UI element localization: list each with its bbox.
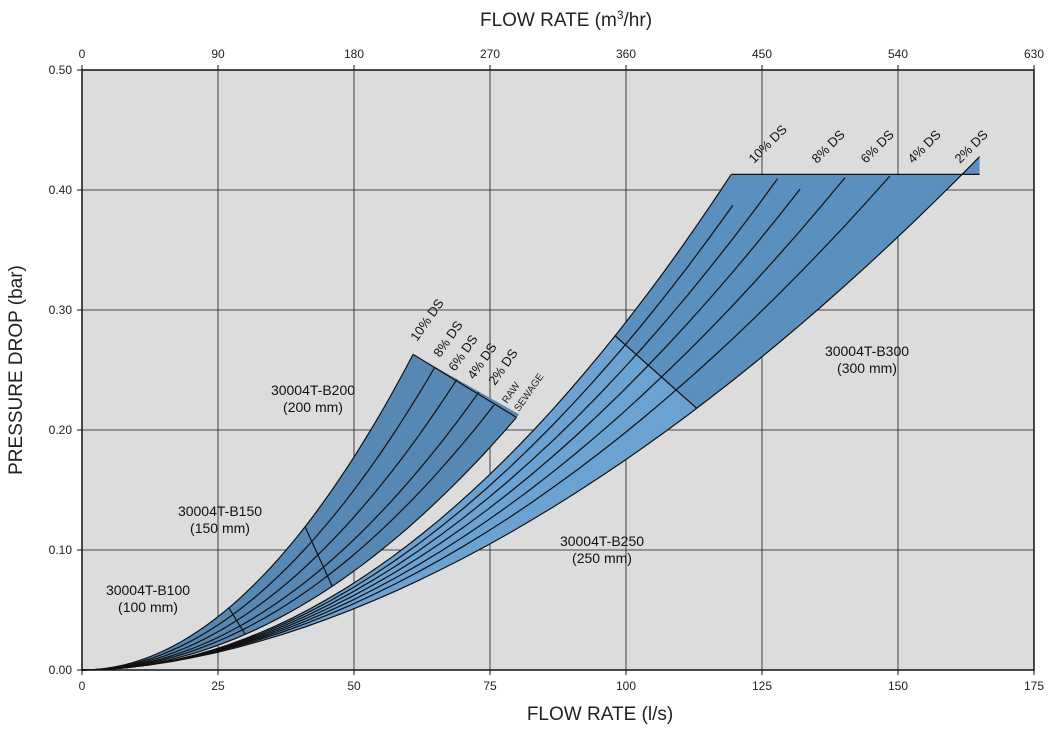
x-tick-label-6: 150 [888, 679, 908, 693]
y-tick-label-4: 0.40 [49, 183, 73, 197]
top-tick-label-4: 360 [616, 47, 636, 61]
b250-zone [82, 335, 697, 670]
b100-label-name: 30004T-B100 [106, 582, 190, 598]
top-tick-label-0: 0 [79, 47, 86, 61]
large-curve-4 [81, 175, 891, 671]
top-axis-title: FLOW RATE (m3/hr) [480, 8, 652, 31]
top-tick-label-2: 180 [344, 47, 364, 61]
b200-top-line [412, 353, 517, 418]
y-tick-label-1: 0.10 [49, 543, 73, 557]
zone-boundaries [228, 173, 980, 635]
large-curve-lower [81, 156, 981, 671]
b150-label-size: (150 mm) [190, 520, 250, 536]
y-axis-title: PRESSURE DROP (bar) [6, 265, 27, 475]
small-pipe-zone [82, 354, 520, 670]
x-tick-label-5: 125 [752, 679, 772, 693]
x-tick-label-2: 50 [347, 679, 361, 693]
b100-b150-boundary [228, 607, 246, 635]
y-tick-label-2: 0.20 [49, 423, 73, 437]
b150-b200-boundary [304, 526, 333, 587]
x-tick-label-4: 100 [616, 679, 636, 693]
x-tick-label-1: 25 [211, 679, 225, 693]
x-tick-label-3: 75 [483, 679, 497, 693]
b250-b300-boundary [614, 335, 698, 409]
plot-frame [81, 69, 1035, 671]
b100-label-size: (100 mm) [118, 599, 178, 615]
axis-ticks: 0 25 50 75 100 125 150 175 0 90 180 270 360 450 540 630… [49, 47, 1045, 693]
b200-label-size: (200 mm) [283, 399, 343, 415]
b250-label-name: 30004T-B250 [560, 533, 644, 549]
top-tick-label-3: 270 [480, 47, 500, 61]
top-tick-label-5: 450 [752, 47, 772, 61]
zone-labels: 30004T-B100(100 mm) 30004T-B150(150 mm) 30… [106, 122, 991, 615]
small-curve-1 [81, 366, 436, 671]
y-tick-label-3: 0.30 [49, 303, 73, 317]
top-tick-label-1: 90 [211, 47, 225, 61]
small-curve-4 [81, 404, 495, 671]
ds-curves [81, 156, 981, 671]
y-tick-label-5: 0.50 [49, 63, 73, 77]
b300-zone [615, 156, 980, 409]
large-curve-upper [81, 174, 732, 671]
b150-label-name: 30004T-B150 [178, 503, 262, 519]
small-curve-0 [81, 354, 414, 671]
plot-area [82, 70, 1034, 670]
bottom-axis-title: FLOW RATE (l/s) [527, 704, 673, 725]
b200-label-name: 30004T-B200 [271, 382, 355, 398]
b250-label-size: (250 mm) [572, 550, 632, 566]
b300-label-size: (300 mm) [837, 360, 897, 376]
zone-fills [82, 156, 980, 670]
top-tick-label-6: 540 [888, 47, 908, 61]
small-curve-5 [81, 417, 517, 671]
small-curve-2 [81, 379, 458, 671]
top-tick-label-7: 630 [1024, 47, 1044, 61]
y-tick-label-0: 0.00 [49, 663, 73, 677]
small-curve-3 [81, 391, 480, 671]
x-tick-label-0: 0 [79, 679, 86, 693]
b300-label-name: 30004T-B300 [825, 343, 909, 359]
x-tick-label-7: 175 [1024, 679, 1044, 693]
